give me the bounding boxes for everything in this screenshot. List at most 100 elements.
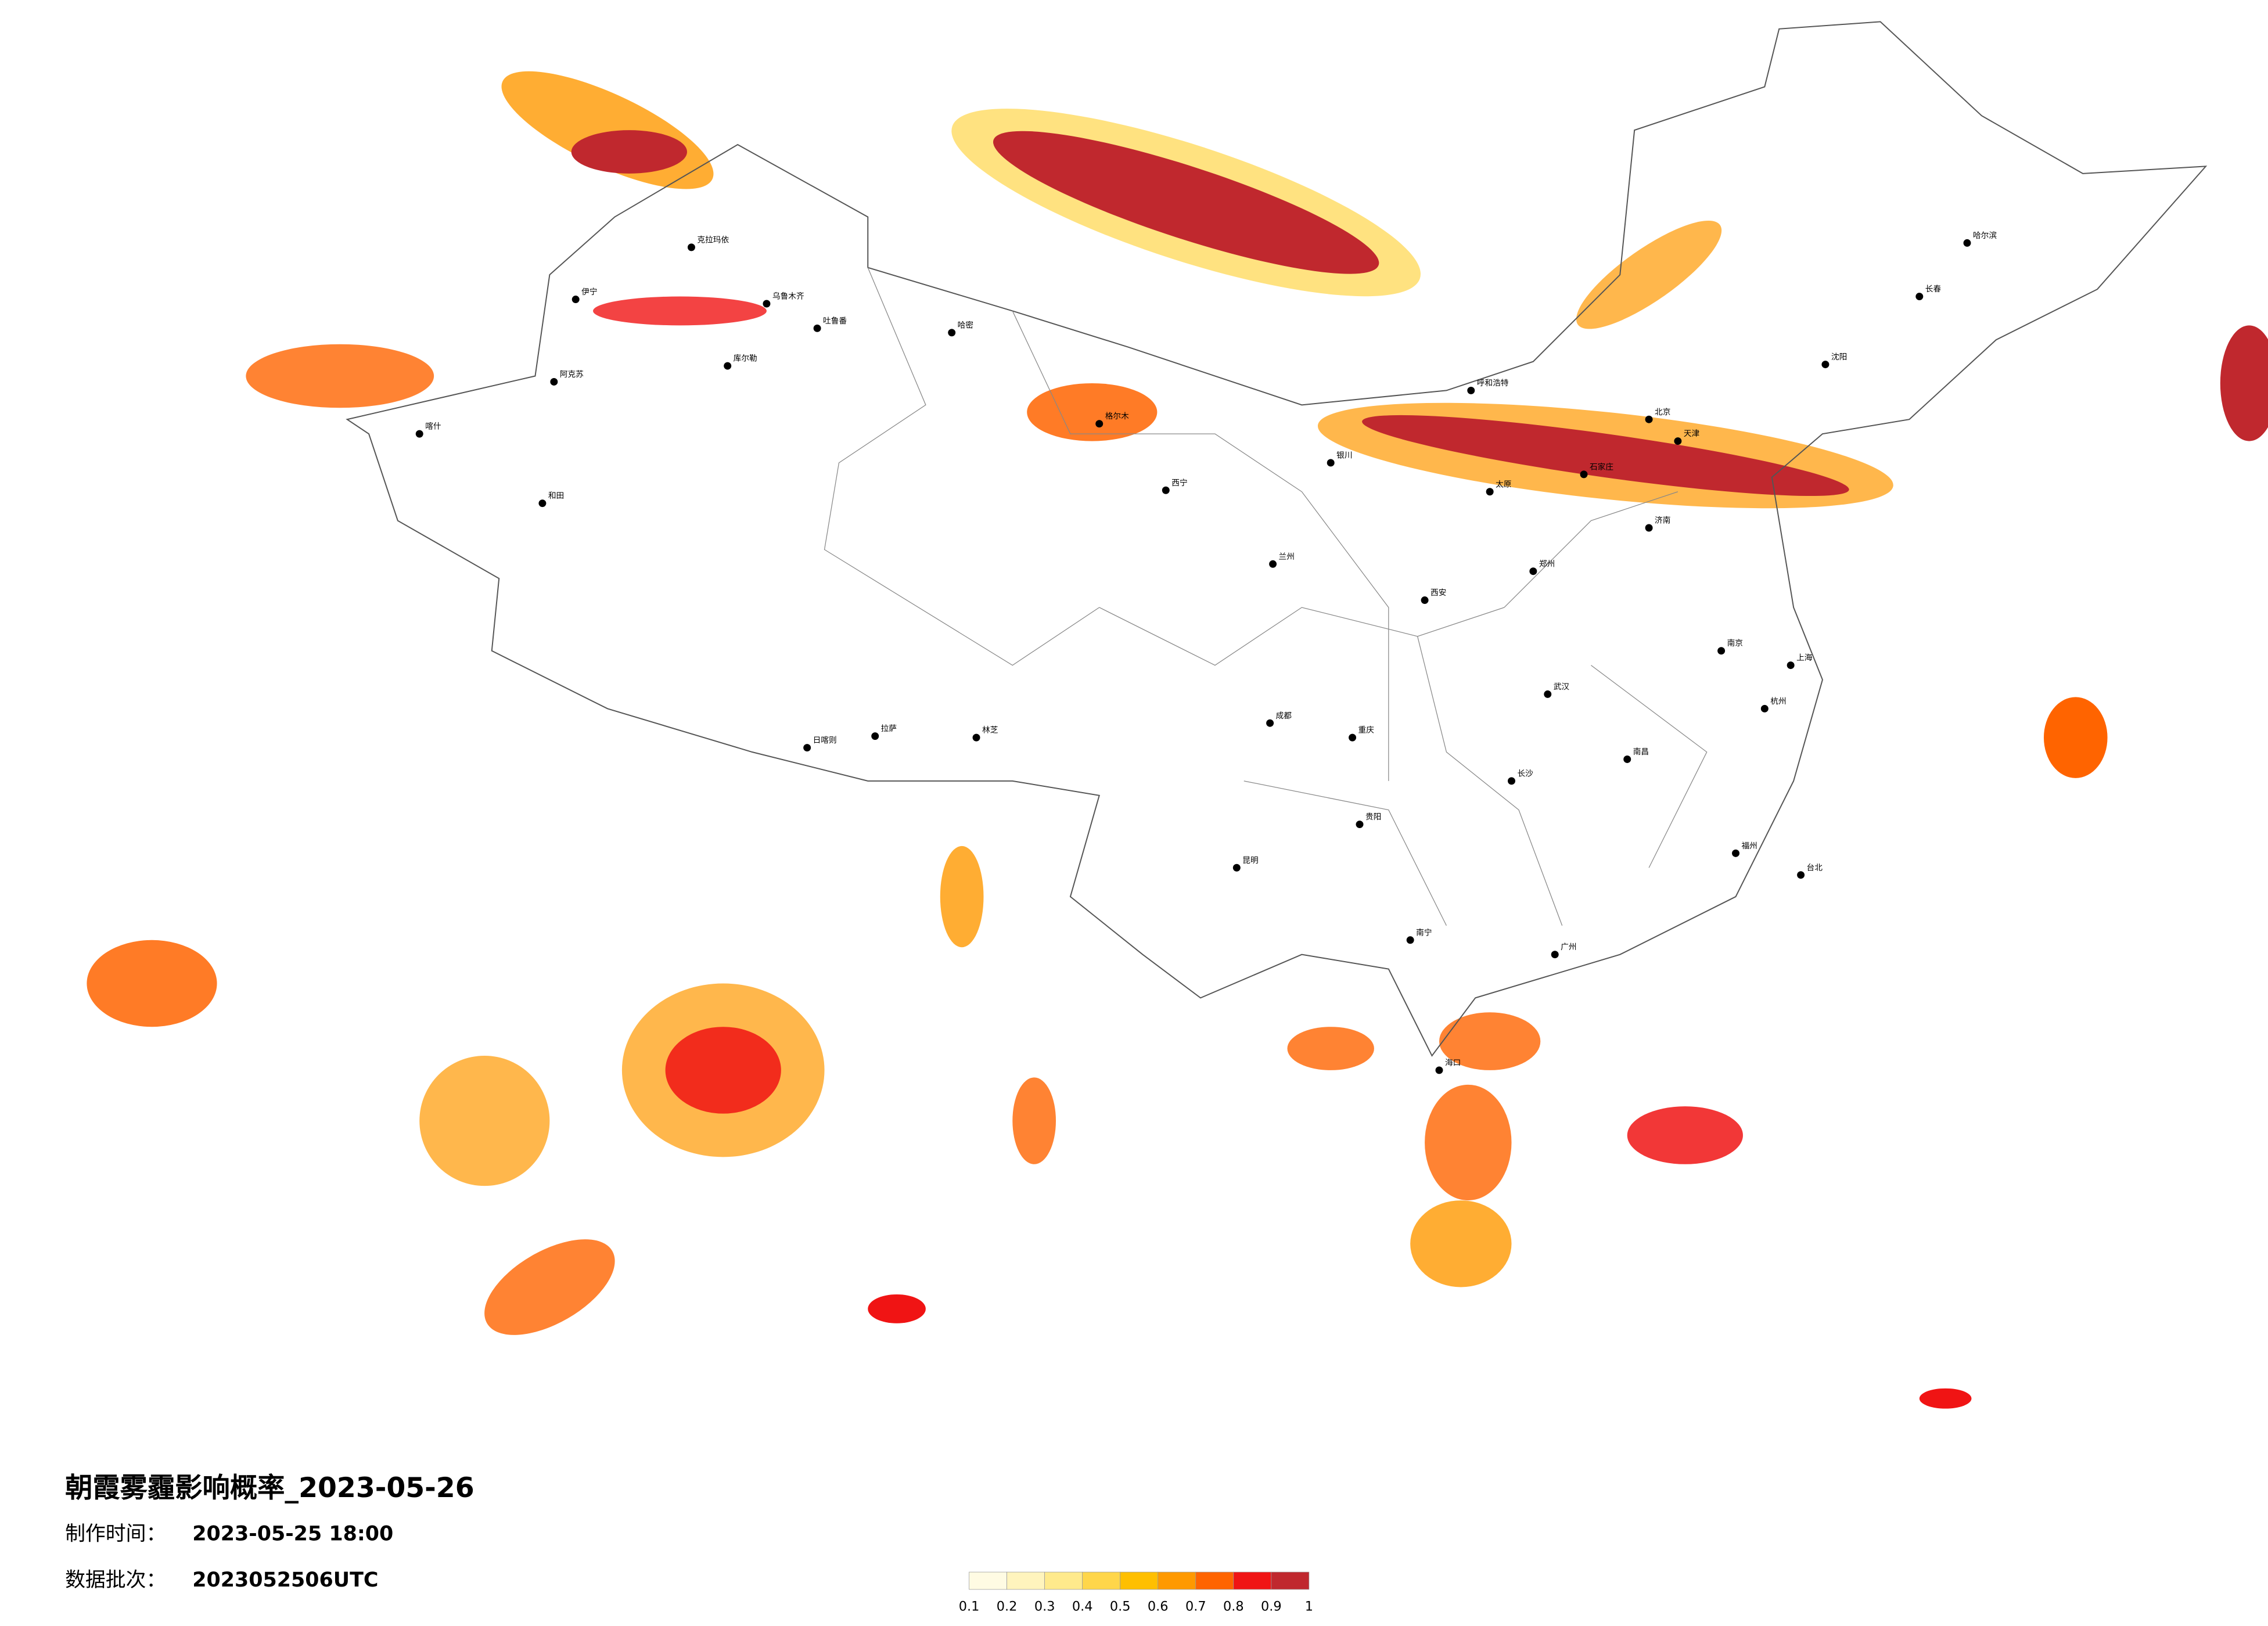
legend-tick-label: 0.9 [1261, 1599, 1282, 1614]
city-dot [1232, 864, 1241, 872]
city-dot [1467, 386, 1475, 394]
city-label: 海口 [1445, 1058, 1461, 1067]
city-label: 西安 [1430, 588, 1446, 598]
city-dot [803, 744, 811, 752]
city-dot [1732, 849, 1739, 857]
city-dot [1162, 486, 1170, 494]
area [1439, 1012, 1541, 1070]
city-dot [1580, 470, 1588, 479]
city-dot [1821, 361, 1830, 369]
area [1627, 1106, 1743, 1164]
city-dot [1674, 437, 1682, 445]
area [593, 296, 767, 326]
city-dot [572, 296, 580, 303]
legend-tick-label: 0.4 [1072, 1599, 1093, 1614]
area [1287, 1027, 1374, 1070]
legend-tick-label: 0.6 [1148, 1599, 1169, 1614]
batch: 2023052506UTC [192, 1569, 378, 1592]
city-dot [1797, 871, 1805, 879]
area [571, 130, 687, 174]
city-label: 昆明 [1242, 856, 1258, 865]
city-label: 和田 [548, 491, 564, 501]
area [2043, 697, 2108, 778]
city-label: 乌鲁木齐 [772, 292, 804, 301]
area [1919, 1388, 1972, 1409]
city-label: 拉萨 [881, 724, 897, 733]
production-time-label: 制作时间： [65, 1522, 166, 1545]
city-label: 南京 [1727, 639, 1743, 648]
city-dot [1787, 661, 1795, 670]
area [419, 1056, 550, 1186]
legend-tick-label: 0.7 [1185, 1599, 1206, 1614]
city-label: 福州 [1741, 841, 1757, 851]
legend-tick-label: 0.5 [1110, 1599, 1131, 1614]
city-dot [1544, 690, 1552, 698]
legend-swatch [1082, 1571, 1121, 1590]
city-dot [1645, 415, 1653, 423]
city-label: 伊宁 [581, 287, 597, 297]
area [1410, 1200, 1512, 1287]
city-dot [1529, 567, 1537, 575]
city-label: 林芝 [982, 726, 998, 735]
area [484, 1239, 615, 1335]
city-label: 郑州 [1539, 559, 1555, 569]
city-dot [871, 732, 879, 740]
title: 朝霞雾霾影响概率_2023-05-26 [65, 1472, 475, 1504]
area [665, 1027, 781, 1114]
city-label: 广州 [1561, 942, 1576, 952]
area [993, 131, 1379, 274]
legend-tick-label: 0.1 [959, 1599, 980, 1614]
area [940, 846, 984, 948]
legend-swatch [1007, 1571, 1045, 1590]
batch-label: 数据批次： [65, 1569, 166, 1592]
legend-tick-label: 0.8 [1223, 1599, 1244, 1614]
city-label: 沈阳 [1831, 352, 1847, 362]
province-borders [824, 267, 1708, 926]
city-dot [813, 324, 821, 332]
city-dot [1095, 420, 1104, 428]
city-dot [1645, 524, 1653, 532]
city-dot [1623, 756, 1631, 763]
area [501, 71, 714, 189]
city-dot [1963, 239, 1971, 247]
legend-swatch [969, 1571, 1007, 1590]
legend-swatch [1195, 1571, 1234, 1590]
area [1576, 220, 1722, 329]
area [2220, 325, 2268, 441]
city-label: 武汉 [1554, 682, 1570, 692]
city-dot [1760, 704, 1769, 713]
city-dot [687, 243, 695, 251]
area [1027, 383, 1158, 441]
legend-swatch [1044, 1571, 1083, 1590]
city-dot [1269, 560, 1277, 568]
city-label: 台北 [1807, 863, 1823, 872]
city-label: 长沙 [1517, 769, 1533, 778]
city-dot [1551, 951, 1559, 959]
probability-areas [87, 71, 2268, 1409]
city-label: 哈尔滨 [1973, 231, 1997, 240]
city-label: 南昌 [1633, 747, 1649, 757]
city-label: 西宁 [1171, 478, 1187, 488]
city-dot [1349, 733, 1357, 742]
legend-tick-label: 1 [1305, 1599, 1313, 1614]
production-time: 2023-05-25 18:00 [192, 1522, 393, 1545]
city-label: 长春 [1925, 285, 1942, 294]
city-label: 济南 [1655, 516, 1670, 526]
city-label: 呼和浩特 [1477, 379, 1509, 388]
city-label: 哈密 [958, 320, 974, 330]
city-dot [724, 362, 732, 370]
country-outline [346, 21, 2208, 1057]
area [246, 344, 434, 408]
city-label: 克拉玛依 [697, 235, 729, 244]
city-dot [1406, 936, 1414, 944]
city-label: 喀什 [425, 422, 441, 431]
area [868, 1294, 926, 1323]
city-dot [1266, 719, 1274, 727]
city-label: 上海 [1796, 653, 1813, 663]
city-dot [1508, 777, 1515, 785]
city-dot [1435, 1066, 1443, 1074]
city-dot [1421, 596, 1429, 605]
city-label: 兰州 [1279, 552, 1295, 562]
